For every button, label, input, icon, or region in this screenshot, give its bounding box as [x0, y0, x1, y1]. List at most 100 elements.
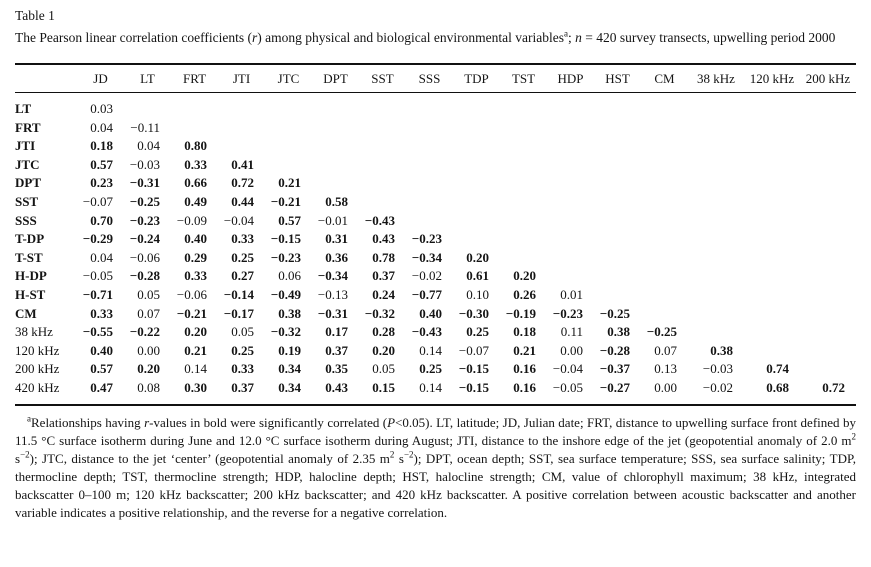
empty-cell: [594, 137, 641, 156]
empty-cell: [800, 174, 856, 193]
empty-cell: [641, 286, 688, 305]
empty-cell: [744, 342, 800, 361]
r-value-cell: −0.14: [223, 286, 254, 302]
empty-cell: [688, 93, 744, 119]
r-value-cell: 0.57: [90, 156, 113, 172]
empty-cell: [688, 249, 744, 268]
r-value-cell: 0.21: [184, 342, 207, 358]
row-label: DPT: [15, 175, 41, 191]
r-value-cell: −0.31: [129, 175, 160, 191]
r-value-cell: 0.40: [419, 305, 442, 321]
r-value-cell: 0.33: [231, 361, 254, 377]
r-value-cell: −0.71: [82, 286, 113, 302]
r-value-cell: 0.58: [325, 193, 348, 209]
column-header: CM: [641, 64, 688, 93]
empty-cell: [453, 193, 500, 212]
text-run: The Pearson linear correlation coefficie…: [15, 30, 253, 45]
row-label: CM: [15, 305, 37, 321]
row-label: LT: [15, 101, 32, 116]
empty-cell: [744, 267, 800, 286]
r-value-cell: 0.00: [654, 379, 677, 395]
empty-cell: [312, 137, 359, 156]
text-run: ); JTC, distance to the jet ‘center’ (ge…: [29, 450, 390, 466]
r-value-cell: 0.66: [184, 175, 207, 191]
superscript-text: a: [27, 413, 31, 424]
empty-cell: [688, 230, 744, 249]
table-caption: The Pearson linear correlation coefficie…: [15, 29, 856, 47]
header-row: JD LT FRT JTI JTC DPT SST SSS TDP TST HDP HST CM 38 k…: [15, 64, 856, 93]
empty-cell: [500, 119, 547, 138]
italic-text: r: [144, 414, 150, 430]
r-value-cell: 0.07: [654, 342, 677, 358]
row-label: JTC: [15, 156, 40, 172]
empty-cell: [453, 156, 500, 175]
r-value-cell: 0.29: [184, 249, 207, 265]
r-value-cell: 0.20: [513, 268, 536, 284]
correlation-table: JD LT FRT JTI JTC DPT SST SSS TDP TST HDP HST CM 38 k…: [15, 63, 856, 406]
r-value-cell: 0.05: [231, 324, 254, 340]
corner-cell: [15, 64, 77, 93]
empty-cell: [641, 249, 688, 268]
empty-cell: [406, 137, 453, 156]
empty-cell: [500, 193, 547, 212]
empty-cell: [594, 212, 641, 231]
empty-cell: [641, 119, 688, 138]
r-value-cell: 0.57: [90, 361, 113, 377]
empty-cell: [744, 286, 800, 305]
empty-cell: [547, 230, 594, 249]
r-value-cell: 0.14: [419, 379, 442, 395]
r-value-cell: −0.22: [129, 324, 160, 340]
empty-cell: [688, 267, 744, 286]
r-value-cell: 0.25: [419, 361, 442, 377]
empty-cell: [744, 230, 800, 249]
r-value-cell: 0.35: [325, 361, 348, 377]
r-value-cell: 0.06: [278, 268, 301, 284]
text-run: s: [394, 450, 404, 466]
table-body: LT 0.03 FRT 0.04 −0.11 JTI 0.18 0.04 0.80 JTC 0.57…: [15, 93, 856, 405]
r-value-cell: 0.47: [90, 379, 113, 395]
row-label: 200 kHz: [15, 361, 60, 377]
r-value-cell: −0.17: [223, 305, 254, 321]
column-header: TDP: [453, 64, 500, 93]
r-value-cell: 0.05: [137, 286, 160, 302]
empty-cell: [406, 174, 453, 193]
empty-cell: [453, 93, 500, 119]
row-label: FRT: [15, 119, 41, 135]
r-value-cell: −0.25: [646, 324, 677, 340]
r-value-cell: 0.21: [513, 342, 536, 358]
r-value-cell: −0.43: [364, 212, 395, 228]
empty-cell: [688, 212, 744, 231]
table-row: T-DP −0.29 −0.24 0.40 0.33 −0.15 0.31 0.43 −0.23: [15, 230, 856, 249]
r-value-cell: −0.02: [411, 268, 442, 284]
r-value-cell: −0.23: [552, 305, 583, 321]
empty-cell: [453, 174, 500, 193]
empty-cell: [641, 93, 688, 119]
empty-cell: [500, 230, 547, 249]
r-value-cell: −0.37: [599, 361, 630, 377]
r-value-cell: 0.20: [372, 342, 395, 358]
r-value-cell: −0.23: [411, 231, 442, 247]
empty-cell: [744, 119, 800, 138]
empty-cell: [124, 93, 171, 119]
empty-cell: [406, 93, 453, 119]
r-value-cell: −0.07: [458, 342, 489, 358]
empty-cell: [594, 286, 641, 305]
empty-cell: [547, 249, 594, 268]
column-header: DPT: [312, 64, 359, 93]
r-value-cell: 0.04: [90, 119, 113, 135]
row-label: SST: [15, 193, 39, 209]
r-value-cell: 0.49: [184, 193, 207, 209]
r-value-cell: 0.19: [278, 342, 301, 358]
row-label: JTI: [15, 138, 36, 154]
table-row: 420 kHz 0.47 0.08 0.30 0.37 0.34 0.43 0.15 0.14−…: [15, 379, 856, 405]
r-value-cell: 0.80: [184, 138, 207, 154]
r-value-cell: −0.27: [599, 379, 630, 395]
empty-cell: [744, 249, 800, 268]
column-header: 120 kHz: [744, 64, 800, 93]
text-run: = 420 survey transects, upwelling period…: [581, 30, 836, 45]
r-value-cell: 0.57: [278, 212, 301, 228]
r-value-cell: −0.03: [702, 361, 733, 377]
r-value-cell: −0.09: [176, 212, 207, 228]
table-row: H-ST −0.71 0.05 −0.06 −0.14 −0.49 −0.13 0.24 −0.…: [15, 286, 856, 305]
empty-cell: [500, 249, 547, 268]
